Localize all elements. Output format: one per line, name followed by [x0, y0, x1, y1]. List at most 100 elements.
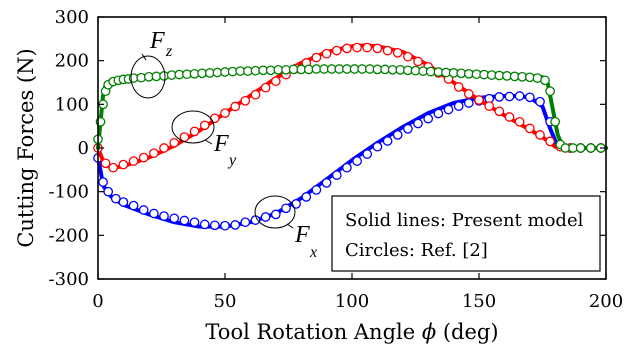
line-Fy [96, 43, 608, 170]
point-Fx [199, 219, 210, 230]
fy-leader [204, 139, 213, 145]
point-Fy [100, 158, 111, 169]
point-Fx [103, 186, 114, 197]
point-Fx [270, 209, 281, 220]
point-Fx [311, 185, 322, 195]
x-axis-title-text: Tool Rotation Angle [205, 320, 421, 344]
point-Fx [463, 98, 474, 108]
series-layer [93, 42, 608, 231]
point-Fy [352, 42, 362, 53]
point-Fx [524, 92, 535, 103]
point-Fx [301, 192, 312, 202]
point-Fy [199, 120, 210, 131]
point-Fx [179, 215, 190, 226]
point-Fz [575, 143, 586, 153]
point-Fx [504, 91, 515, 102]
point-Fx [321, 178, 332, 188]
point-Fx [362, 149, 373, 159]
point-Fy [514, 116, 525, 127]
legend-box: Solid lines: Present model Circles: Ref.… [331, 195, 601, 272]
y-tick-label: -100 [49, 182, 89, 203]
point-Fx [209, 220, 220, 231]
x-tick-label: 0 [92, 291, 103, 312]
legend-line-1: Solid lines: Present model [345, 210, 584, 231]
point-Fx [443, 104, 454, 115]
x-axis-title-unit: (deg) [443, 320, 499, 344]
point-Fy [270, 76, 281, 87]
point-Fy [321, 48, 332, 59]
point-Fx [138, 205, 149, 215]
point-Fy [230, 101, 241, 112]
y-axis-title: Cutting Forces (N) [14, 48, 38, 247]
point-Fy [169, 137, 180, 148]
point-Fy [535, 130, 545, 140]
point-Fy [250, 89, 261, 100]
fz-leader [141, 53, 147, 61]
y-tick-label: 0 [78, 138, 89, 159]
point-Fy [220, 108, 230, 118]
fx-label: F [294, 222, 310, 248]
point-Fy [189, 126, 200, 137]
point-Fx [281, 203, 291, 214]
point-Fx [535, 96, 545, 107]
point-Fy [149, 148, 159, 159]
point-Fx [352, 156, 362, 166]
point-Fx [260, 212, 271, 222]
legend-line-2: Circles: Ref. [2] [345, 240, 488, 261]
point-Fx [240, 217, 251, 228]
fz-label: F [149, 28, 165, 54]
point-Fy [311, 52, 322, 63]
y-tick-label: 100 [55, 94, 89, 115]
point-Fy [392, 47, 403, 58]
fx-subscript: x [309, 244, 317, 261]
point-Fx [403, 123, 413, 134]
x-axis-title: Tool Rotation Angle ϕ (deg) [205, 320, 498, 344]
point-Fx [128, 200, 139, 211]
point-Fy [209, 113, 220, 124]
fy-ellipse [171, 110, 215, 144]
point-Fx [331, 170, 342, 180]
point-Fx [118, 197, 129, 207]
point-Fx [433, 108, 444, 119]
point-Fz [585, 143, 596, 153]
point-Fy [382, 45, 393, 56]
x-axis-title-symbol: ϕ [422, 320, 436, 344]
fy-subscript: y [227, 152, 237, 169]
point-Fy [504, 112, 515, 122]
point-Fx [230, 220, 241, 230]
point-Fy [159, 143, 169, 153]
point-Fx [392, 130, 403, 140]
x-tick-label: 200 [589, 291, 623, 312]
point-Fy [128, 156, 139, 166]
point-Fx [291, 199, 301, 209]
point-Fy [342, 43, 352, 54]
point-Fy [463, 89, 474, 99]
point-Fy [453, 82, 464, 92]
point-Fy [138, 152, 149, 163]
y-ticks: -300 -200 -100 0 100 200 300 [49, 7, 606, 290]
point-Fx [494, 92, 505, 102]
point-Fy [372, 43, 383, 54]
point-Fy [331, 45, 342, 56]
y-tick-label: -300 [49, 269, 89, 290]
point-Fy [403, 51, 413, 62]
point-Fy [362, 42, 373, 53]
point-Fx [149, 208, 159, 219]
point-Fy [494, 106, 505, 117]
point-Fx [453, 101, 464, 111]
fx-leader [286, 223, 294, 229]
point-Fx [159, 211, 169, 221]
point-Fy [524, 123, 535, 134]
point-Fy [413, 56, 423, 67]
point-Fz [550, 116, 561, 127]
point-Fx [423, 113, 434, 124]
point-Fy [108, 162, 119, 173]
point-Fx [342, 162, 352, 173]
point-Fy [240, 95, 251, 106]
y-tick-label: 200 [55, 51, 89, 72]
point-Fx [514, 91, 525, 101]
fx-ellipse [254, 195, 296, 229]
y-tick-label: 300 [55, 7, 89, 28]
point-Fz [540, 75, 550, 86]
